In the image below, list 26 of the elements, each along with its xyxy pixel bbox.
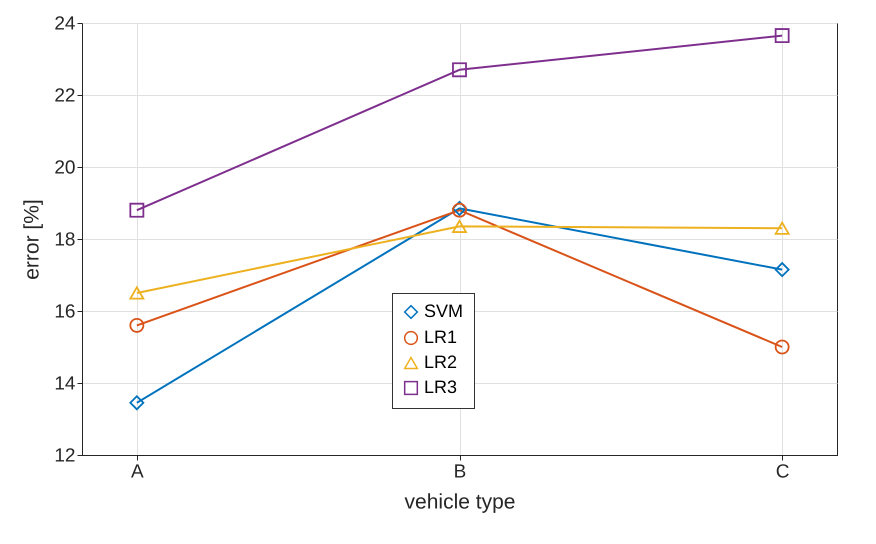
y-tick-label: 24 xyxy=(54,14,76,34)
point xyxy=(774,222,790,235)
point xyxy=(774,340,790,354)
legend-label: LR1 xyxy=(424,327,458,347)
point xyxy=(774,28,790,44)
point xyxy=(129,286,144,300)
point xyxy=(774,262,790,278)
y-axis-title: error [%] xyxy=(20,199,44,280)
y-tick-label: 22 xyxy=(54,86,76,106)
legend-label: LR3 xyxy=(424,377,458,397)
y-tick-label: 14 xyxy=(54,374,76,394)
y-tick-label: 20 xyxy=(54,158,76,178)
point xyxy=(129,202,144,218)
point xyxy=(452,62,467,78)
y-tick-label: 16 xyxy=(54,302,76,322)
y-tick-label: 18 xyxy=(54,230,76,250)
x-axis-title: vehicle type xyxy=(404,490,516,514)
y-tick-label: 12 xyxy=(54,446,76,466)
point xyxy=(129,395,144,410)
x-tick-label: B xyxy=(454,462,466,482)
legend-label: LR2 xyxy=(424,352,458,372)
legend-label: SVM xyxy=(424,301,464,321)
x-tick-label: C xyxy=(776,462,790,482)
point xyxy=(452,220,467,233)
point xyxy=(129,318,144,333)
x-tick-label: A xyxy=(131,462,144,482)
